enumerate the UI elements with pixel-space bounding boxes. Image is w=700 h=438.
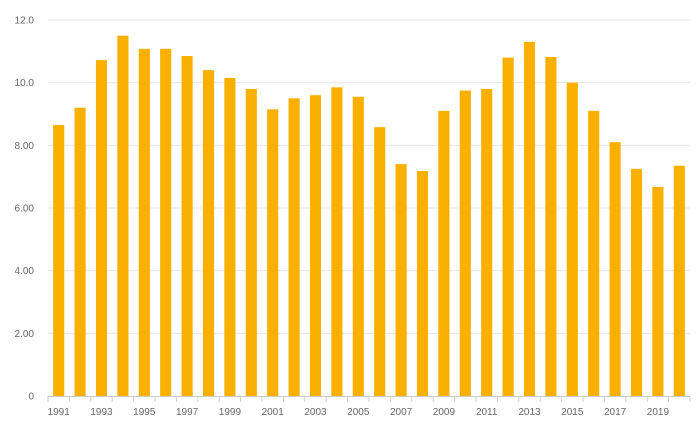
x-tick-label: 2011 — [476, 407, 498, 418]
bar-1995 — [138, 48, 150, 397]
x-tick-label: 2019 — [647, 407, 670, 418]
bar-1996 — [160, 48, 172, 397]
bar-2002 — [288, 98, 300, 396]
bar-2020 — [673, 165, 685, 396]
bar-2007 — [395, 164, 407, 396]
bar-2018 — [630, 168, 643, 396]
bar-2008 — [416, 171, 429, 396]
bar-2016 — [588, 110, 600, 396]
y-tick-label: 2.00 — [15, 329, 35, 340]
bar-2017 — [609, 142, 621, 396]
bar-1991 — [53, 124, 65, 396]
bar-1992 — [74, 107, 86, 396]
y-tick-label: 4.00 — [15, 266, 35, 277]
bar-2001 — [267, 109, 279, 397]
y-tick-label: 0 — [28, 392, 34, 403]
x-tick-label: 2017 — [604, 407, 627, 418]
bar-2014 — [545, 56, 557, 397]
x-axis — [47, 396, 691, 402]
y-tick-label: 12.0 — [15, 16, 35, 27]
y-tick-label: 10.0 — [15, 78, 35, 89]
bar-2004 — [331, 87, 343, 396]
bar-2006 — [374, 127, 386, 396]
bar-2015 — [566, 82, 578, 397]
x-tick-label: 2009 — [433, 407, 456, 418]
bar-2000 — [245, 88, 257, 396]
bar-1993 — [95, 60, 108, 397]
x-tick-label: 2015 — [561, 407, 584, 418]
bar-1994 — [117, 35, 129, 397]
bar-2005 — [352, 96, 364, 397]
bar-2013 — [523, 41, 536, 396]
bar-2011 — [481, 88, 493, 396]
y-tick-label: 8.00 — [15, 141, 35, 152]
bar-2010 — [459, 90, 471, 396]
bars — [53, 35, 685, 397]
bar-2019 — [652, 187, 664, 396]
x-tick-label: 1995 — [133, 407, 156, 418]
y-axis-tick-labels: 0 2.00 4.00 6.00 8.00 10.0 12.0 — [15, 16, 35, 403]
x-tick-label: 2001 — [262, 407, 285, 418]
bar-1999 — [224, 77, 236, 396]
bar-1997 — [181, 56, 193, 397]
bar-2012 — [502, 57, 514, 396]
x-tick-label: 2005 — [347, 407, 370, 418]
bar-1998 — [202, 70, 215, 396]
x-tick-label: 2013 — [518, 407, 541, 418]
y-tick-label: 6.00 — [15, 204, 35, 215]
x-axis-tick-labels: 1991 1993 1995 1997 1999 2001 2003 2005 2007 2009… — [48, 407, 670, 418]
x-tick-label: 1993 — [90, 407, 113, 418]
x-tick-label: 1991 — [48, 407, 71, 418]
gridlines — [48, 19, 690, 334]
x-tick-label: 1997 — [176, 407, 199, 418]
x-tick-label: 2003 — [304, 407, 327, 418]
bar-2009 — [438, 110, 450, 396]
bar-2003 — [309, 95, 322, 396]
x-tick-label: 1999 — [219, 407, 242, 418]
x-tick-label: 2007 — [390, 407, 413, 418]
